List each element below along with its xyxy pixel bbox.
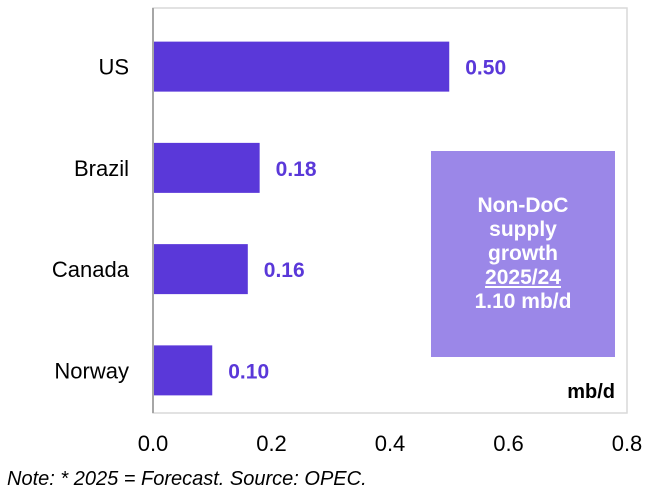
bar-us bbox=[154, 41, 450, 92]
callout-line: supply bbox=[489, 218, 557, 241]
supply-growth-callout: Non-DoC supply growth 2025/24 1.10 mb/d bbox=[431, 151, 615, 357]
data-label: 0.16 bbox=[264, 259, 305, 282]
data-label: 0.18 bbox=[276, 158, 317, 181]
bar-brazil bbox=[154, 142, 260, 193]
bar-canada bbox=[154, 244, 248, 295]
callout-total: 1.10 mb/d bbox=[474, 290, 572, 313]
x-tick-label: 0.0 bbox=[138, 431, 169, 456]
x-tick-label: 0.8 bbox=[612, 431, 643, 456]
callout-line: growth bbox=[488, 242, 558, 265]
x-tick-label: 0.6 bbox=[493, 431, 524, 456]
callout-period: 2025/24 bbox=[485, 266, 561, 289]
unit-label: mb/d bbox=[567, 381, 615, 403]
data-label: 0.50 bbox=[465, 57, 506, 80]
category-label: US bbox=[98, 55, 129, 80]
footnote: Note: * 2025 = Forecast. Source: OPEC. bbox=[7, 468, 367, 490]
bar-norway bbox=[154, 345, 213, 396]
x-tick-label: 0.4 bbox=[375, 431, 406, 456]
category-label: Norway bbox=[54, 358, 129, 383]
category-label: Brazil bbox=[74, 156, 129, 181]
callout-line: Non-DoC bbox=[477, 194, 569, 217]
x-tick-label: 0.2 bbox=[256, 431, 287, 456]
data-label: 0.10 bbox=[228, 360, 269, 383]
category-label: Canada bbox=[52, 257, 130, 282]
